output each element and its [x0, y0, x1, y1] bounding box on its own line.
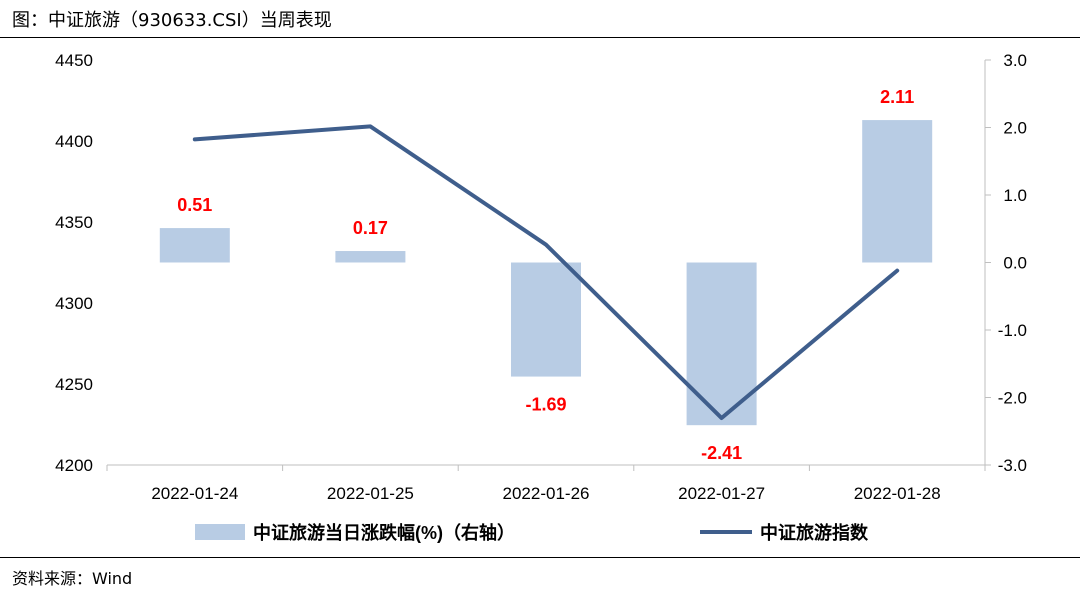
legend-bar-label: 中证旅游当日涨跌幅(%)（右轴） [253, 522, 515, 543]
chart-legend: 中证旅游当日涨跌幅(%)（右轴） 中证旅游指数 [195, 522, 869, 543]
bar-2022-01-25 [335, 251, 406, 263]
left-y-tick-label: 4400 [55, 132, 93, 151]
x-tick-label: 2022-01-25 [327, 484, 414, 503]
data-label: 2.11 [880, 87, 914, 107]
data-label: -1.69 [525, 395, 566, 415]
legend-line-label: 中证旅游指数 [760, 522, 869, 543]
top-rule [0, 37, 1080, 38]
line-series [192, 124, 900, 421]
data-label: -2.41 [701, 443, 742, 463]
bar-2022-01-26 [511, 262, 581, 377]
right-y-tick-label: -2.0 [998, 389, 1027, 408]
right-y-tick-label: 3.0 [1003, 51, 1027, 70]
x-tick-label: 2022-01-26 [503, 484, 590, 503]
legend-bar-swatch [195, 524, 245, 540]
left-y-tick-label: 4350 [55, 213, 93, 232]
bar-series [159, 120, 933, 426]
left-y-tick-label: 4450 [55, 51, 93, 70]
x-tick-label: 2022-01-27 [678, 484, 765, 503]
data-labels: 0.51 0.17 -1.69 -2.41 2.11 [177, 87, 914, 463]
data-label: 0.17 [353, 218, 388, 238]
bar-2022-01-28 [862, 120, 933, 263]
x-tick-label: 2022-01-28 [854, 484, 941, 503]
index-line [192, 124, 900, 421]
right-y-tick-label: 0.0 [1003, 254, 1027, 273]
bottom-rule [0, 557, 1080, 558]
right-y-tick-label: 2.0 [1003, 119, 1027, 138]
data-label: 0.51 [177, 195, 212, 215]
right-y-tick-label: -3.0 [998, 456, 1027, 475]
source-note: 资料来源：Wind [12, 569, 133, 588]
right-y-tick-label: 1.0 [1003, 186, 1027, 205]
left-y-tick-label: 4300 [55, 294, 93, 313]
right-y-tick-label: -1.0 [998, 321, 1027, 340]
chart-axes: 2022-01-24 2022-01-25 2022-01-26 2022-01-27… [55, 51, 1027, 503]
bar-2022-01-27 [686, 262, 757, 426]
left-y-tick-label: 4250 [55, 375, 93, 394]
left-y-tick-label: 4200 [55, 456, 93, 475]
x-tick-label: 2022-01-24 [151, 484, 238, 503]
figure-title: 图：中证旅游（930633.CSI）当周表现 [12, 10, 332, 31]
bar-2022-01-24 [159, 228, 230, 263]
